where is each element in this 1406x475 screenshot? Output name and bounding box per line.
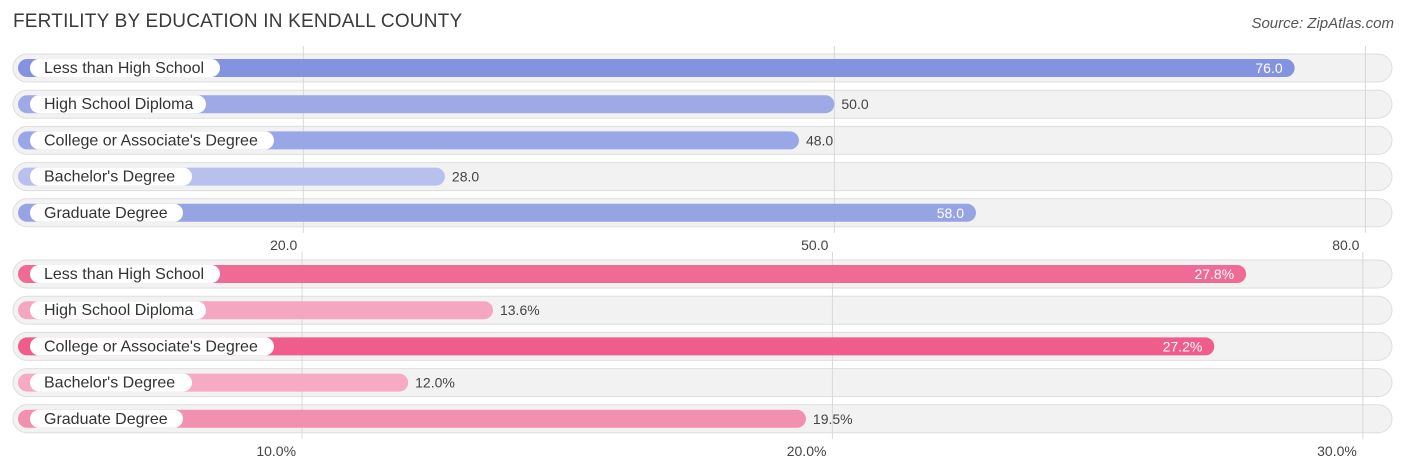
- category-label-pill: [30, 337, 274, 356]
- value-label: 58.0: [937, 205, 964, 221]
- category-label-pill: [30, 265, 220, 283]
- category-label-pill: [30, 301, 206, 320]
- value-label: 50.0: [841, 96, 868, 112]
- bar: [18, 59, 1295, 77]
- tick-label: 80.0: [1332, 237, 1359, 253]
- category-label: High School Diploma: [44, 302, 194, 319]
- chart-title: FERTILITY BY EDUCATION IN KENDALL COUNTY: [13, 11, 463, 32]
- category-label-pill: [30, 409, 183, 428]
- category-label-pill: [30, 59, 220, 77]
- category-label-pill: [30, 203, 183, 222]
- tick-label: 30.0%: [1317, 443, 1357, 459]
- category-label: Less than High School: [44, 60, 204, 77]
- category-label-pill: [30, 95, 206, 114]
- category-label: Graduate Degree: [44, 205, 168, 222]
- value-label: 27.2%: [1163, 338, 1203, 354]
- category-label: Less than High School: [44, 266, 204, 283]
- tick-label: 10.0%: [256, 443, 296, 459]
- value-label: 12.0%: [415, 375, 455, 391]
- category-label-pill: [30, 131, 274, 150]
- value-label: 48.0: [806, 132, 833, 148]
- bar: [18, 265, 1247, 283]
- value-label: 76.0: [1255, 60, 1282, 76]
- tick-label: 50.0: [801, 237, 828, 253]
- bar: [18, 203, 976, 222]
- value-label: 13.6%: [500, 302, 540, 318]
- category-label-pill: [30, 167, 192, 186]
- category-label-pill: [30, 373, 192, 392]
- category-label: Bachelor's Degree: [44, 375, 175, 392]
- tick-label: 20.0: [270, 237, 297, 253]
- category-label: College or Associate's Degree: [44, 338, 258, 355]
- tick-label: 20.0%: [787, 443, 827, 459]
- bar: [18, 409, 806, 428]
- category-label: High School Diploma: [44, 96, 194, 113]
- category-label: Graduate Degree: [44, 411, 168, 428]
- bar: [18, 95, 835, 114]
- value-label: 27.8%: [1194, 266, 1234, 282]
- category-label: Bachelor's Degree: [44, 169, 175, 186]
- bar: [18, 337, 1215, 356]
- source-credit: Source: ZipAtlas.com: [1251, 15, 1394, 32]
- value-label: 28.0: [452, 169, 479, 185]
- value-label: 19.5%: [813, 411, 853, 427]
- category-label: College or Associate's Degree: [44, 132, 258, 149]
